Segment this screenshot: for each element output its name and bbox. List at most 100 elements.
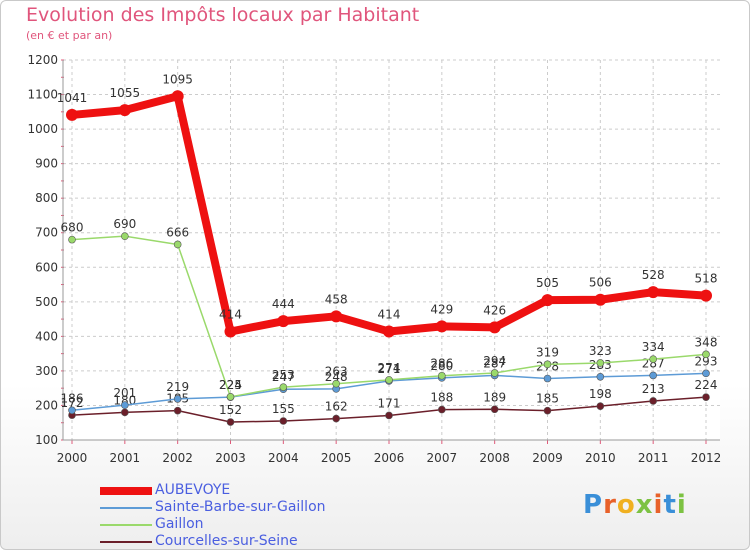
y-tick-label: 800 <box>35 191 58 205</box>
data-point <box>121 408 129 417</box>
data-point <box>596 402 605 410</box>
data-point <box>330 310 343 323</box>
data-label: 348 <box>695 335 718 349</box>
x-tick-label: 2012 <box>691 451 722 465</box>
data-point <box>435 320 448 333</box>
legend-swatch <box>100 507 152 509</box>
data-point <box>438 405 446 414</box>
x-tick-label: 2007 <box>427 451 458 465</box>
data-point <box>383 325 395 338</box>
data-label: 1095 <box>162 72 193 86</box>
data-point <box>490 405 499 414</box>
data-point <box>332 379 340 388</box>
data-point <box>647 286 660 299</box>
data-point <box>594 293 607 306</box>
data-label: 152 <box>219 403 242 417</box>
data-point <box>596 359 605 367</box>
data-point <box>118 104 131 117</box>
data-label: 213 <box>642 382 665 396</box>
y-tick-label: 200 <box>35 398 58 412</box>
data-label: 1041 <box>57 91 88 105</box>
x-tick-label: 2003 <box>215 451 246 465</box>
legend-label: Gaillon <box>155 516 204 532</box>
data-label: 185 <box>536 392 559 406</box>
data-label: 680 <box>61 221 84 235</box>
y-tick-label: 1100 <box>27 88 58 102</box>
data-point <box>543 360 552 369</box>
y-tick-label: 900 <box>35 157 58 171</box>
x-tick-label: 2011 <box>638 451 669 465</box>
legend-swatch <box>100 541 152 543</box>
data-point <box>385 376 393 384</box>
data-point <box>277 315 290 328</box>
data-point <box>543 374 552 383</box>
data-point <box>649 371 657 380</box>
data-label: 186 <box>61 391 84 405</box>
x-tick-label: 2000 <box>57 451 88 465</box>
data-point <box>649 355 657 363</box>
y-tick-label: 100 <box>35 433 58 447</box>
data-point <box>171 90 184 103</box>
x-tick-label: 2005 <box>321 451 352 465</box>
data-label: 189 <box>483 390 506 404</box>
data-label: 414 <box>378 308 401 322</box>
data-point <box>121 401 129 409</box>
data-point <box>121 232 129 240</box>
data-label: 247 <box>272 370 295 384</box>
data-label: 198 <box>589 387 612 401</box>
data-point <box>490 369 499 377</box>
data-label: 444 <box>272 297 295 311</box>
data-label: 429 <box>430 302 453 316</box>
data-label: 172 <box>61 396 84 410</box>
data-point <box>702 393 710 401</box>
x-tick-label: 2008 <box>479 451 510 465</box>
data-point <box>702 350 710 359</box>
data-label: 263 <box>325 365 348 379</box>
chart-subtitle: (en € et par an) <box>26 29 113 42</box>
data-point <box>68 235 76 244</box>
data-label: 155 <box>272 402 295 416</box>
data-label: 219 <box>166 380 189 394</box>
y-tick-label: 600 <box>35 260 58 274</box>
y-tick-label: 1000 <box>27 122 58 136</box>
data-label: 334 <box>642 340 665 354</box>
data-label: 171 <box>378 396 401 410</box>
y-tick-label: 500 <box>35 295 58 309</box>
data-label: 162 <box>325 400 348 414</box>
legend-label: Courcelles-sur-Seine <box>155 533 298 549</box>
chart-title: Evolution des Impôts locaux par Habitant <box>26 4 420 26</box>
data-label: 253 <box>272 368 295 382</box>
data-label: 506 <box>589 276 612 290</box>
data-label: 271 <box>378 362 401 376</box>
legend-label: Sainte-Barbe-sur-Gaillon <box>155 499 326 515</box>
y-tick-label: 300 <box>35 364 58 378</box>
data-label: 280 <box>430 359 453 373</box>
data-point <box>279 383 288 391</box>
x-tick-label: 2004 <box>268 451 299 465</box>
legend-label: AUBEVOYE <box>155 482 231 498</box>
data-label: 294 <box>483 354 506 368</box>
data-point <box>543 406 552 415</box>
data-point <box>596 372 605 381</box>
data-label: 319 <box>536 345 559 359</box>
data-point <box>488 321 501 334</box>
data-label: 248 <box>325 370 348 384</box>
data-point <box>173 406 182 415</box>
data-label: 426 <box>483 303 506 317</box>
data-label: 458 <box>325 292 348 306</box>
data-point <box>226 418 235 426</box>
data-point <box>385 411 393 420</box>
data-point <box>279 417 288 425</box>
x-tick-label: 2006 <box>374 451 405 465</box>
x-tick-label: 2010 <box>585 451 616 465</box>
data-point <box>226 393 235 401</box>
proxiti-logo: Proxiti <box>583 490 687 520</box>
data-label: 287 <box>483 356 506 370</box>
data-point <box>649 397 657 405</box>
x-tick-label: 2009 <box>532 451 563 465</box>
data-point <box>438 371 446 380</box>
data-label: 201 <box>113 386 136 400</box>
legend-swatch <box>100 524 152 526</box>
data-point <box>173 395 182 403</box>
